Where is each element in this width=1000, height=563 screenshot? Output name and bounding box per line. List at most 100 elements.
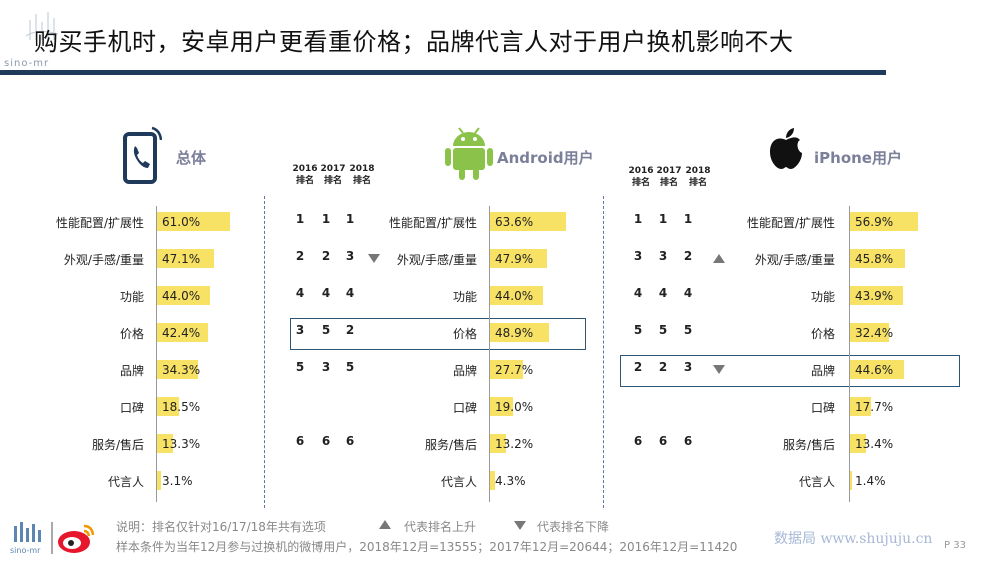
rank-value: 5: [683, 323, 693, 337]
rank-value: 3: [633, 249, 643, 263]
title-rule: [0, 70, 886, 75]
bar: [157, 212, 231, 231]
rank-header-2017: 2017 排名: [320, 164, 346, 186]
category-label: 功能: [810, 290, 835, 304]
bar: [157, 434, 173, 453]
category-label: 价格: [810, 327, 835, 341]
category-label: 服务/售后: [91, 438, 144, 452]
category-label: 性能配置/扩展性: [55, 216, 144, 230]
iphone-section-title: iPhone用户: [814, 149, 902, 167]
bar: [157, 360, 199, 379]
bar: [490, 360, 524, 379]
rank-value: 4: [658, 286, 668, 300]
rank-value: 1: [658, 212, 668, 226]
category-label: 性能配置/扩展性: [388, 216, 477, 230]
overall-section-title: 总体: [176, 149, 207, 167]
data-label: 3.1%: [162, 474, 193, 488]
footnote-sample: 样本条件为当年12月参与过换机的微博用户，2018年12月=13555；2017…: [116, 540, 738, 554]
rank-value: 2: [658, 360, 668, 374]
category-label: 服务/售后: [424, 438, 477, 452]
bar: [490, 249, 548, 268]
category-label: 功能: [452, 290, 477, 304]
bar: [157, 323, 208, 342]
data-label: 13.2%: [495, 437, 534, 451]
rank-value: 3: [295, 323, 305, 337]
data-label: 56.9%: [855, 215, 894, 229]
category-label: 外观/手感/重量: [754, 253, 835, 267]
rank-value: 6: [683, 434, 693, 448]
phone-call-icon: [122, 124, 163, 186]
rank-value: 6: [658, 434, 668, 448]
category-label: 品牌: [452, 364, 477, 378]
bar: [850, 471, 852, 490]
android-section-title: Android用户: [497, 149, 594, 167]
trend-down-icon: [368, 254, 380, 263]
bar: [157, 397, 180, 416]
watermark: 数据局 www.shujuju.cn: [774, 531, 933, 547]
chart-axis: [489, 206, 490, 502]
category-label: 性能配置/扩展性: [746, 216, 835, 230]
rank-value: 2: [633, 360, 643, 374]
footnote-rank-scope: 说明：排名仅针对16/17/18年共有选项: [116, 520, 326, 534]
rank-value: 5: [295, 360, 305, 374]
data-label: 17.7%: [855, 400, 894, 414]
category-label: 代言人: [107, 475, 144, 489]
bar: [490, 286, 543, 305]
category-label: 口碑: [452, 401, 477, 415]
data-label: 1.4%: [855, 474, 886, 488]
category-label: 功能: [119, 290, 144, 304]
bar: [850, 286, 903, 305]
data-label: 19.0%: [495, 400, 534, 414]
rank-value: 4: [345, 286, 355, 300]
category-label: 服务/售后: [782, 438, 835, 452]
bar: [490, 397, 513, 416]
trend-down-icon: [713, 365, 725, 374]
category-label: 品牌: [810, 364, 835, 378]
category-label: 外观/手感/重量: [396, 253, 477, 267]
legend-down-label: 代表排名下降: [537, 520, 610, 534]
rank-value: 2: [295, 249, 305, 263]
rank-value: 3: [658, 249, 668, 263]
android-icon: [444, 124, 494, 180]
page-number: P 33: [944, 540, 966, 551]
highlight-box-brand: [620, 355, 960, 387]
bar: [157, 471, 161, 490]
rank-value: 1: [633, 212, 643, 226]
rank-value: 6: [295, 434, 305, 448]
data-label: 34.3%: [162, 363, 201, 377]
legend-down-arrow-icon: [514, 521, 526, 530]
bar: [157, 286, 210, 305]
rank-value: 2: [321, 249, 331, 263]
section-divider: [603, 196, 604, 508]
data-label: 63.6%: [495, 215, 534, 229]
rank-value: 5: [345, 360, 355, 374]
data-label: 43.9%: [855, 289, 894, 303]
rank-value: 5: [658, 323, 668, 337]
category-label: 口碑: [119, 401, 144, 415]
rank-value: 3: [683, 360, 693, 374]
rank-header-2016: 2016 排名: [292, 164, 318, 186]
bar: [157, 249, 214, 268]
highlight-box-price: [290, 318, 586, 350]
rank-value: 5: [321, 323, 331, 337]
sino-mr-logo: [2, 6, 72, 76]
category-label: 品牌: [119, 364, 144, 378]
rank-header-2018: 2018 排名: [349, 164, 375, 186]
data-label: 45.8%: [855, 252, 894, 266]
chart-axis: [156, 206, 157, 502]
category-label: 口碑: [810, 401, 835, 415]
rank-value: 4: [321, 286, 331, 300]
bar: [850, 249, 905, 268]
rank-value: 4: [683, 286, 693, 300]
data-label: 4.3%: [495, 474, 526, 488]
bar: [490, 471, 496, 490]
chart-axis: [849, 206, 850, 502]
category-label: 外观/手感/重量: [63, 253, 144, 267]
data-label: 32.4%: [855, 326, 894, 340]
category-label: 代言人: [798, 475, 835, 489]
rank-value: 2: [345, 323, 355, 337]
rank-value: 6: [633, 434, 643, 448]
rank-value: 5: [633, 323, 643, 337]
bar: [850, 323, 889, 342]
footer-logos: [10, 518, 102, 558]
